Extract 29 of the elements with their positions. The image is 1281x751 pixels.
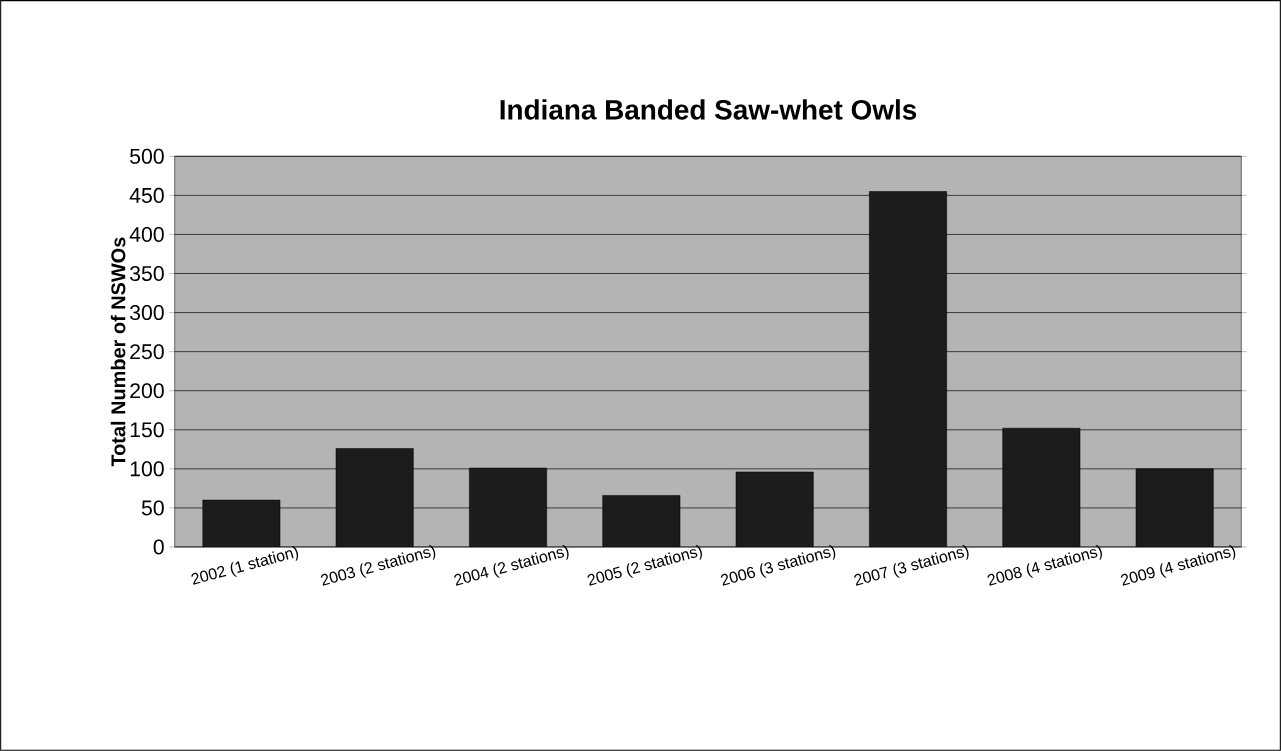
y-tick-label: 250 <box>130 344 164 360</box>
x-tick-label: 2003 (2 stations) <box>320 545 436 586</box>
bar <box>335 448 414 547</box>
x-tick-label: 2002 (1 station) <box>191 546 299 585</box>
bar <box>1002 427 1081 547</box>
x-tick-label: 2008 (4 stations) <box>987 545 1102 586</box>
x-tick-label: 2009 (4 stations) <box>1120 545 1236 586</box>
bar <box>869 191 947 547</box>
y-tick-label: 450 <box>129 187 164 203</box>
x-tick-label: 2005 (2 stations) <box>587 545 702 586</box>
y-tick-label: 150 <box>130 422 164 438</box>
bar <box>735 471 814 547</box>
x-tick-label: 2006 (3 stations) <box>720 545 836 586</box>
bar <box>602 495 681 547</box>
y-tick-label: 400 <box>129 226 164 242</box>
chart-title: Indiana Banded Saw-whet Owls <box>500 99 917 120</box>
x-tick-label: 2007 (3 stations) <box>854 545 969 586</box>
y-tick-label: 500 <box>130 148 164 164</box>
bar <box>1135 468 1214 547</box>
y-tick-label: 0 <box>153 539 164 555</box>
y-tick-label: 350 <box>130 266 164 282</box>
y-tick-label: 50 <box>141 500 164 516</box>
y-tick-label: 100 <box>130 461 164 477</box>
bar <box>469 467 547 547</box>
y-axis-title: Total Number of NSWOs <box>110 237 126 467</box>
x-tick-label: 2004 (2 stations) <box>454 545 569 586</box>
y-tick-label: 300 <box>130 305 164 321</box>
y-tick-label: 200 <box>130 383 164 399</box>
bar <box>202 499 281 547</box>
